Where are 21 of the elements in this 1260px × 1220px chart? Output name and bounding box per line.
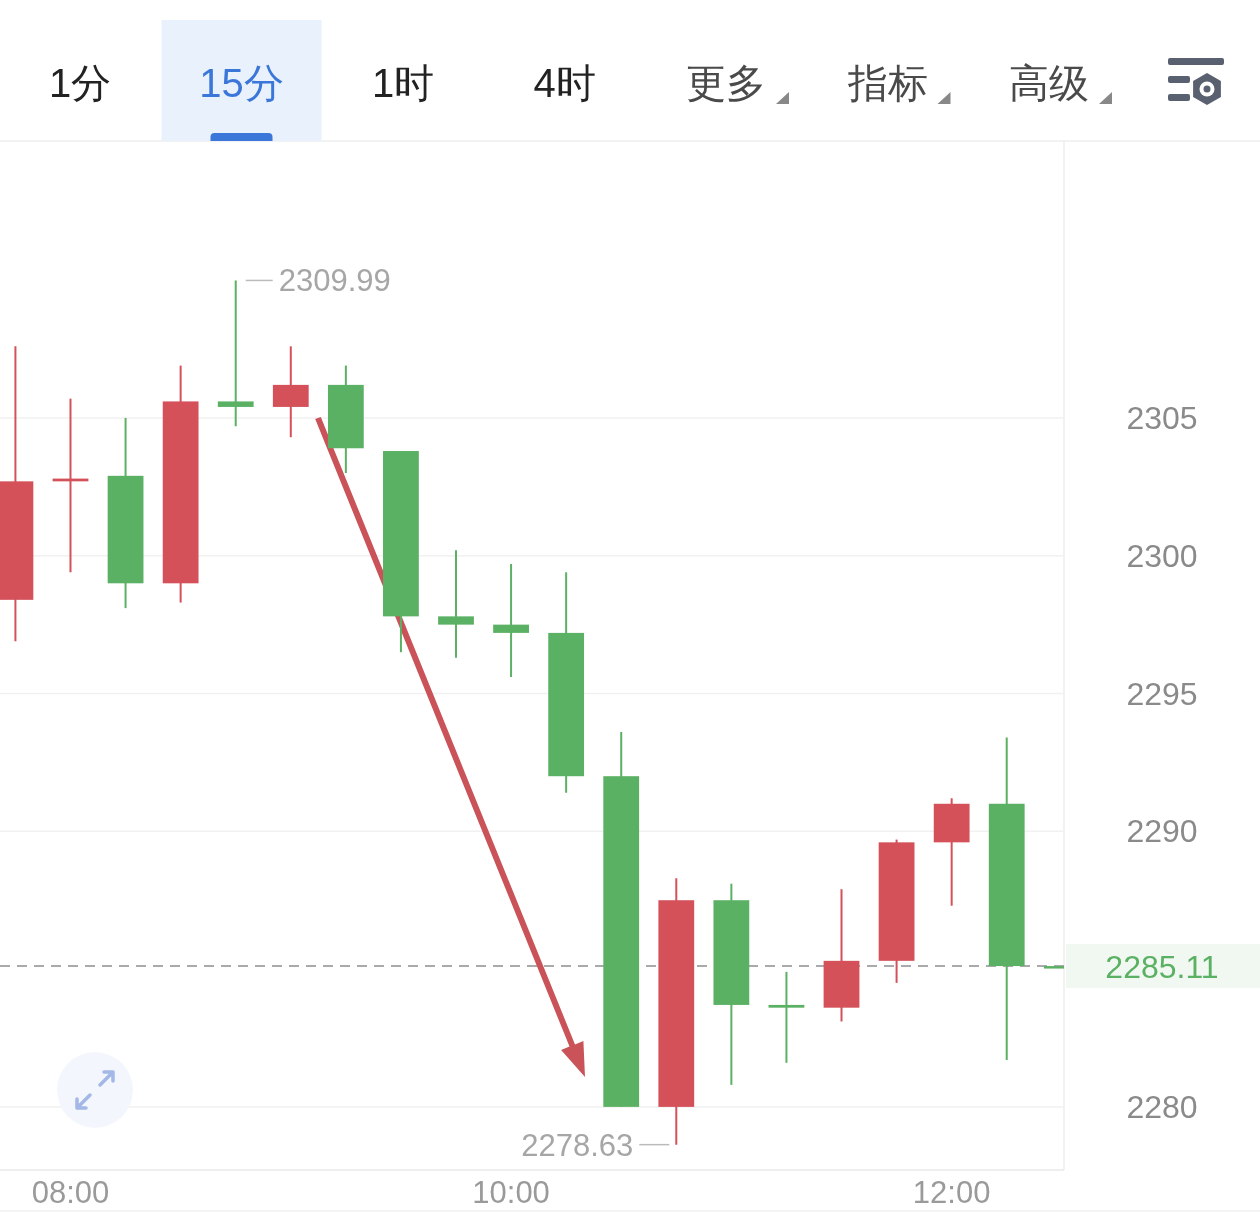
candlestick — [493, 563, 529, 678]
text: 1分 — [48, 61, 112, 105]
candlestick — [438, 549, 474, 659]
annotation: 2278.63 — [521, 1127, 634, 1163]
candlestick — [768, 970, 805, 1064]
y-tick-label: 2305 — [1126, 399, 1198, 436]
x-tick-label: 10:00 — [472, 1175, 550, 1210]
y-tick-label: 2280 — [1126, 1088, 1198, 1125]
x-tick-label: 08:00 — [31, 1175, 110, 1210]
x-tick-label: 12:00 — [912, 1175, 991, 1210]
y-tick-label: 2295 — [1126, 675, 1198, 712]
text: 1时 — [371, 61, 435, 105]
y-tick-label: 2300 — [1126, 537, 1198, 574]
text: 15分 — [199, 61, 284, 105]
y-tick-label: 2290 — [1126, 813, 1198, 850]
ref-line-label: 2285.11 — [1105, 949, 1219, 986]
text: 指标 — [846, 61, 928, 105]
text: 高级 — [1009, 61, 1089, 105]
text: 4时 — [533, 61, 596, 105]
annotation: 2309.99 — [278, 263, 391, 299]
text: 更多 — [686, 61, 766, 105]
